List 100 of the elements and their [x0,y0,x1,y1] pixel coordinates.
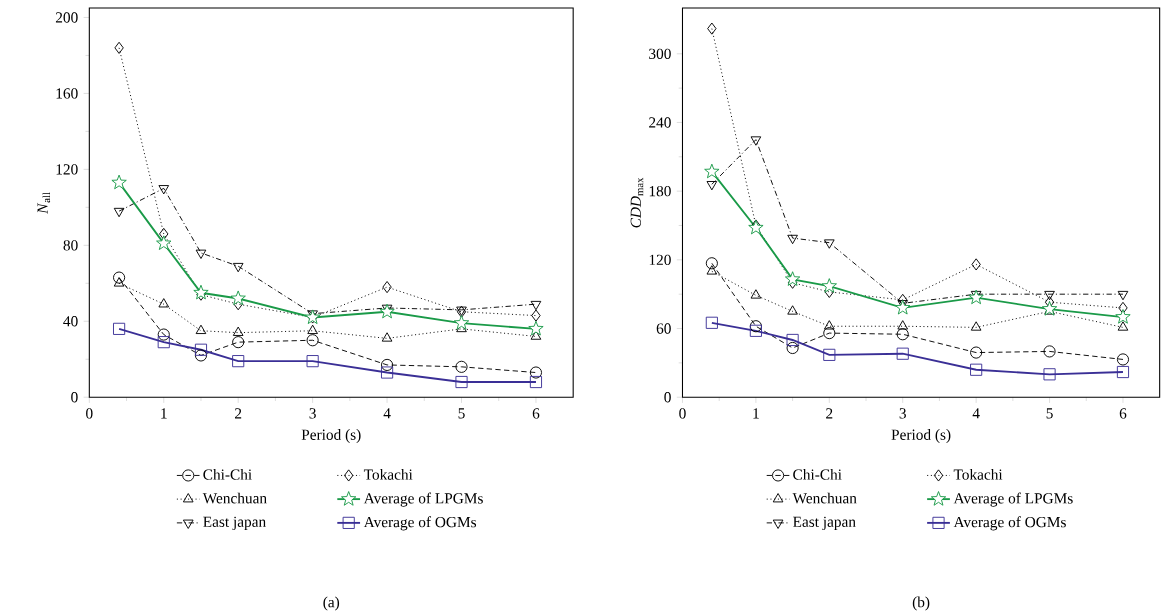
point [381,366,394,379]
y-tick-label: 200 [55,12,78,23]
point [382,281,392,294]
point [194,343,208,356]
point [111,174,127,190]
legend-label: Average of OGMs [953,516,1066,531]
point [529,366,543,379]
point [232,263,244,273]
point [232,355,245,368]
point [306,355,319,368]
point [1117,321,1129,331]
legend-label: East japan [793,516,856,531]
point [379,303,395,319]
x-tick-label: 4 [972,408,980,419]
point [707,22,717,35]
x-tick-label: 6 [532,408,540,419]
x-tick-label: 0 [86,408,93,419]
point [232,326,244,337]
point [455,376,468,389]
point [970,363,983,376]
point [113,277,125,287]
point [453,315,470,330]
point [706,265,718,275]
y-axis-title: CDD$_{max}$ [630,177,644,228]
x-tick-label: 6 [1119,408,1127,419]
point [157,336,170,349]
point [381,332,393,342]
point [786,342,799,355]
point [194,349,208,362]
text: (a) [323,596,340,611]
point [113,322,126,336]
x-tick-label: 3 [309,408,316,419]
point [528,320,544,336]
text: (b) [912,596,930,611]
point [750,289,762,299]
x-tick-label: 2 [235,408,242,419]
point [705,257,718,270]
x-tick-label: 2 [826,408,833,419]
point [114,41,124,55]
x-tick-label: 3 [899,408,906,419]
point [529,376,543,389]
x-tick-label: 4 [383,408,391,419]
point [455,360,468,373]
x-tick-label: 0 [679,408,686,419]
point [381,358,394,372]
legend-label: Chi-Chi [203,469,252,480]
y-tick-label: 120 [649,254,671,266]
point [824,239,835,249]
y-tick-label: 120 [56,164,78,175]
point [307,324,318,335]
point [705,316,718,329]
point [157,328,170,341]
y-tick-label: 300 [649,48,671,60]
point [749,320,762,333]
point [159,227,169,241]
y-tick-label: 0 [664,392,671,403]
point [195,324,207,335]
point [824,320,835,330]
point [158,185,170,195]
point [1041,301,1058,316]
y-tick-label: 180 [649,186,671,197]
point [823,348,836,362]
legend-label: Wenchuan [792,492,857,504]
point [113,207,125,218]
point [706,181,718,191]
point [821,278,837,293]
y-tick-label: 60 [656,323,671,334]
point [1116,353,1130,366]
point [113,271,126,284]
point [787,234,798,245]
x-tick-label: 5 [458,408,465,419]
y-axis-title: N$_{all}$ [37,192,51,214]
y-tick-label: 0 [71,392,78,403]
point [306,334,319,347]
point [193,284,209,300]
point [750,136,762,146]
point [970,346,983,359]
point [195,249,207,260]
y-tick-label: 160 [56,88,78,99]
point [823,327,836,340]
legend-label: Tokachi [953,469,1003,480]
point [786,334,799,347]
legend-label: Tokachi [363,469,413,480]
point [896,347,909,360]
legend-label: Average of OGMs [363,516,477,531]
point [158,298,170,308]
point [896,328,909,341]
point [1043,368,1056,381]
point [1115,309,1131,324]
x-tick-label: 1 [753,408,759,419]
point [897,320,909,330]
y-tick-label: 80 [63,240,78,251]
legend-label: Chi-Chi [793,469,842,480]
legend-label: Wenchuan [202,492,267,504]
point [1116,366,1130,379]
y-tick-label: 40 [63,316,78,327]
point [787,305,798,315]
x-axis-title: Period (s) [891,429,951,444]
legend-label: Average of LPGMs [363,492,483,507]
point [156,235,172,251]
